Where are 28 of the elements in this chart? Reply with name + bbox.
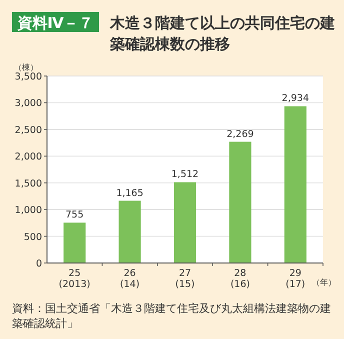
data-label: 1,512 [171,169,199,180]
data-label: 2,269 [226,128,254,140]
x-tick-label: 27 (15) [175,268,195,290]
text: 資料：国土交通省「木造３階建て住宅及び丸太組構法建築物の建築確認統計」 [12,302,331,330]
y-tick-label: 1,000 [14,205,42,216]
y-tick-label: 2,500 [14,124,42,136]
bar [229,142,252,263]
y-tick-label: 500 [24,232,42,243]
y-tick-label: 2,000 [14,152,42,163]
y-tick-label: 1,500 [14,178,42,190]
data-label: 2,934 [282,93,309,104]
data-label: 1,165 [116,188,144,199]
x-tick-label: 28 (16) [230,268,250,290]
data-label: 755 [66,210,84,221]
y-tick-label: 3,000 [14,98,42,110]
chart-subtitle: 資料Ⅳ－７ [16,14,94,32]
chart-title: 木造３階建て以上の共同住宅の建築確認棟数の推移 [109,14,335,53]
x-tick-label: 25 (2013) [58,268,90,290]
bar [64,222,86,263]
x-tick-label: 26 (14) [120,268,140,290]
y-tick-label: 0 [36,258,42,270]
bar [174,182,196,263]
bar [118,200,141,263]
y-tick-label: 3,500 [14,72,42,82]
x-tick-label: 29 (17) [286,268,306,290]
y-axis-title: （棟） [14,63,38,72]
x-axis-title: （年） [312,278,336,287]
bar [284,106,306,263]
